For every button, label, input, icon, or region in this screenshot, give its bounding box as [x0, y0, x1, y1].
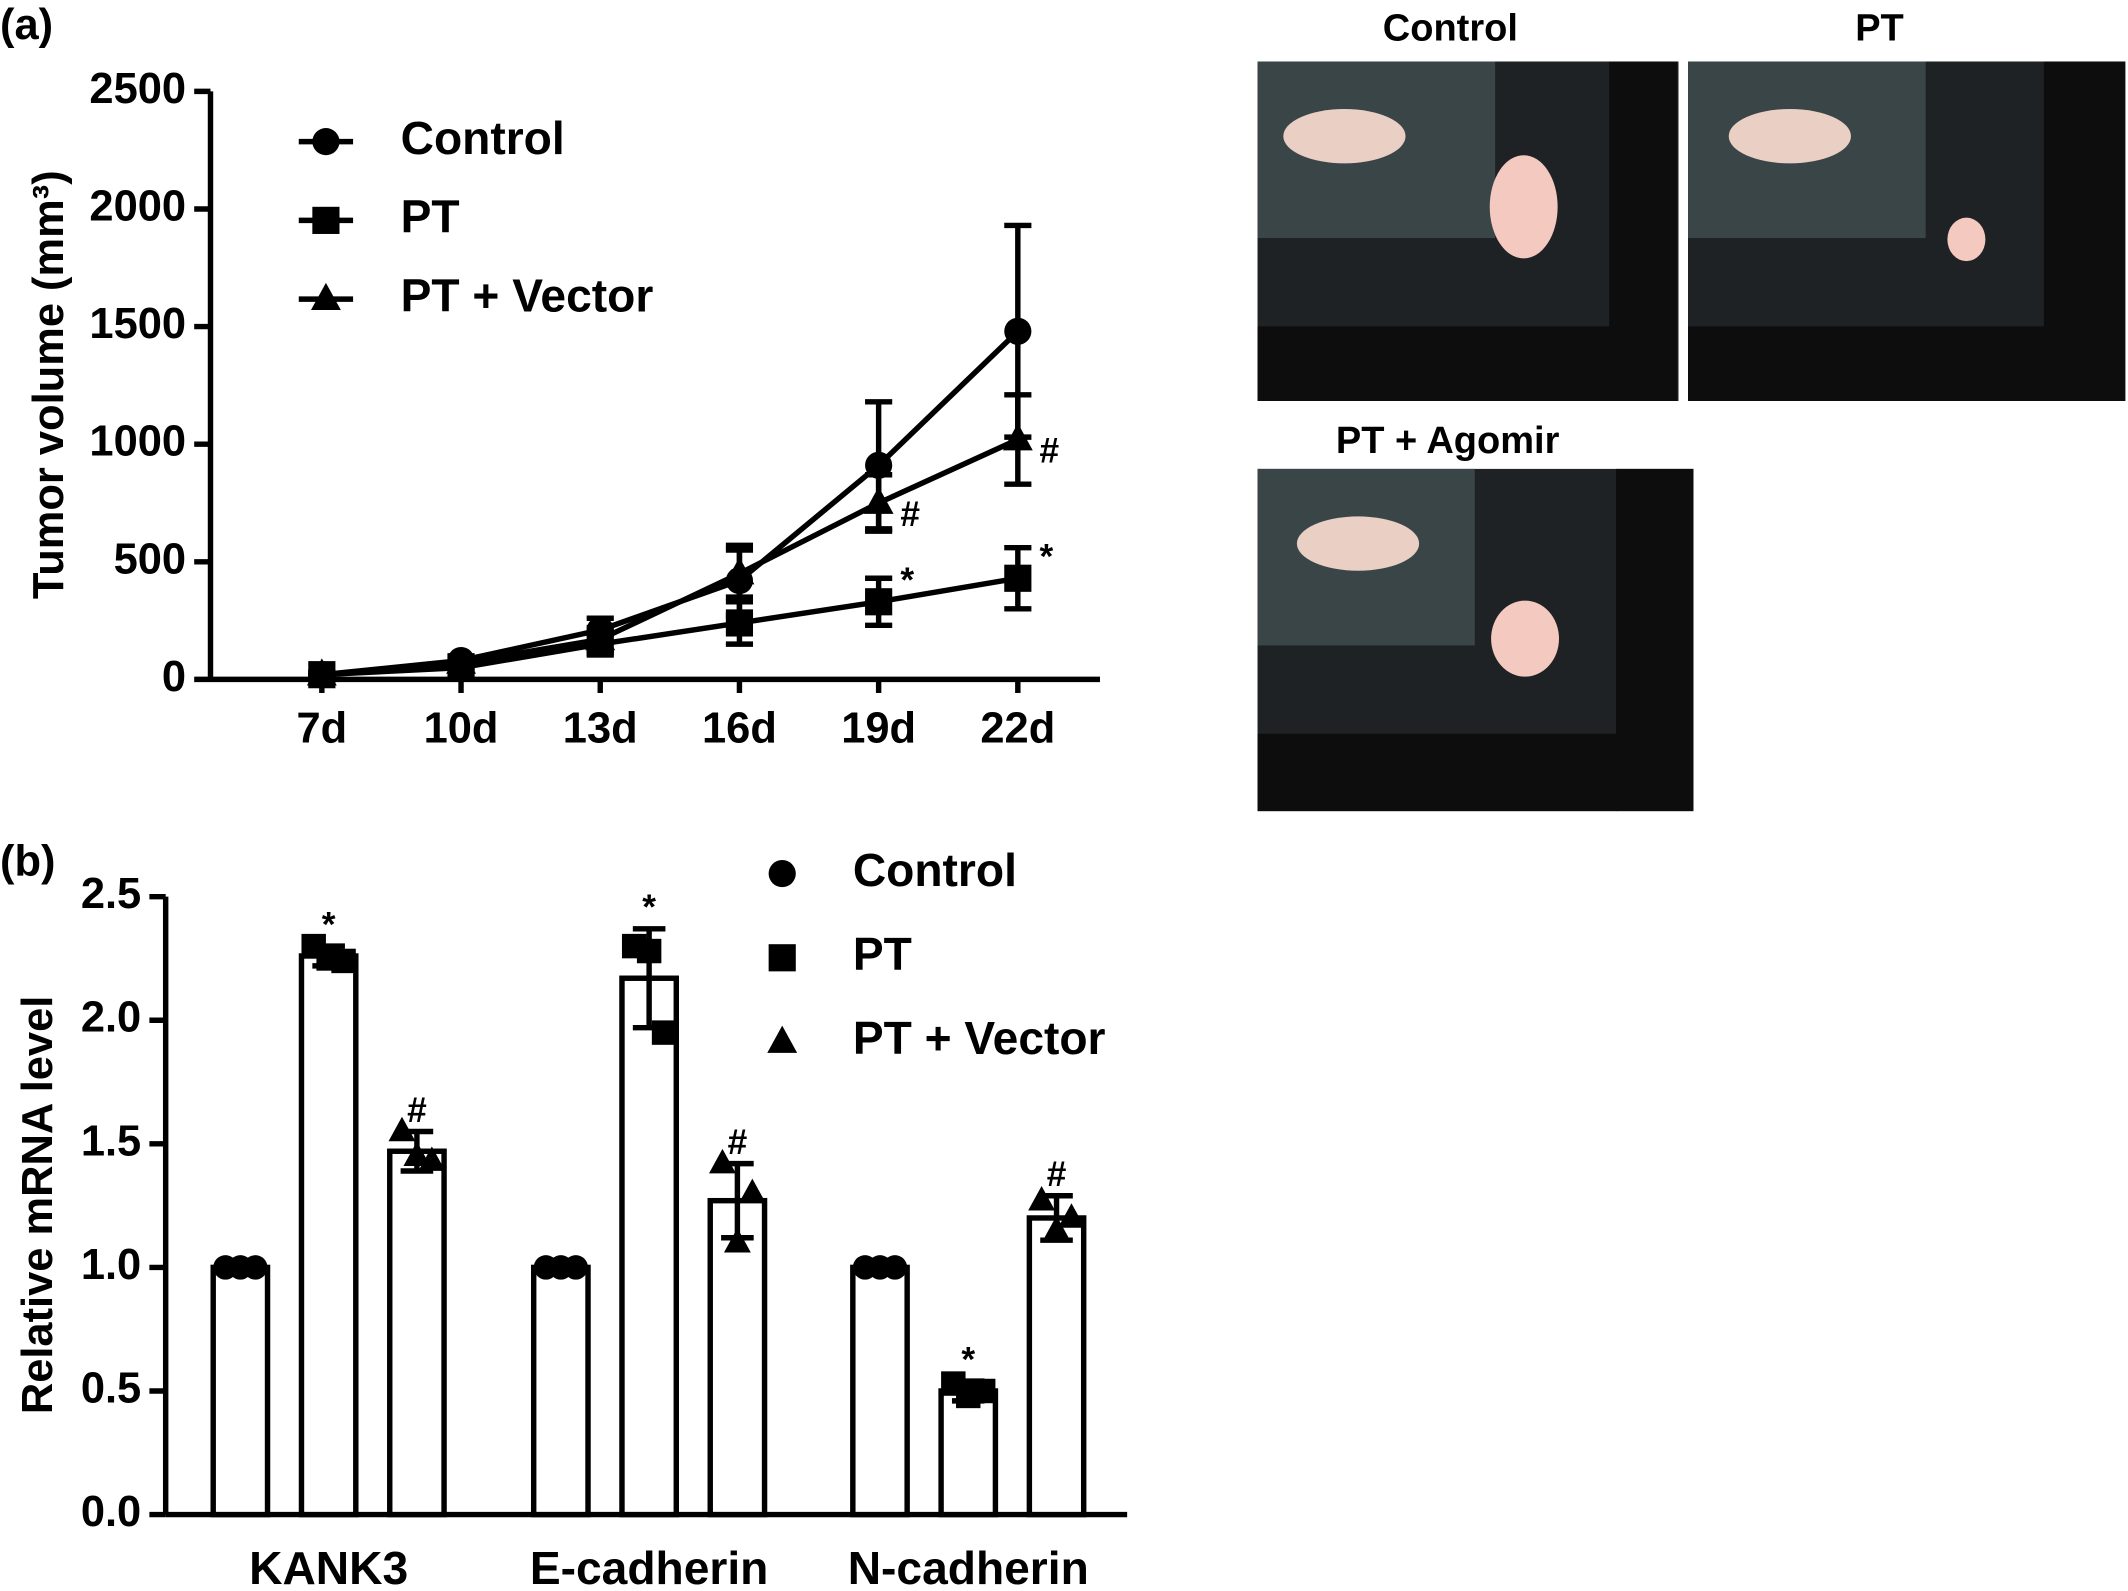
x-tick-label: 16d	[702, 704, 777, 752]
legend-label: Control	[853, 844, 1017, 896]
x-tick-label: 19d	[841, 704, 916, 752]
y-tick-label: 2500	[89, 65, 186, 113]
bar	[210, 1264, 271, 1518]
data-point	[1028, 1186, 1056, 1211]
x-tick-label: E-cadherin	[530, 1542, 769, 1591]
data-point	[651, 1020, 677, 1045]
bar	[298, 953, 359, 1518]
data-point	[1004, 564, 1032, 592]
legend-marker	[768, 860, 796, 888]
x-tick-label: 10d	[424, 704, 499, 752]
y-tick-label: 1500	[89, 300, 186, 348]
significance: #	[728, 1123, 748, 1162]
data-point	[863, 486, 894, 514]
panel-label: (a)	[0, 1, 53, 49]
data-point	[446, 646, 476, 674]
y-tick-label: 1.0	[81, 1241, 141, 1289]
y-axis-label: Relative mRNA level	[14, 996, 62, 1414]
x-tick-label: N-cadherin	[848, 1542, 1089, 1591]
data-point	[1058, 1203, 1085, 1228]
y-tick-label: 1.5	[81, 1117, 141, 1165]
photo-title: PT + Agomir	[1336, 420, 1560, 462]
x-tick-label: 22d	[980, 704, 1055, 752]
data-point	[970, 1378, 996, 1404]
y-tick-label: 0	[162, 653, 186, 701]
bar	[387, 1148, 447, 1518]
y-axis-label: Tumor volume (mm³)	[25, 170, 73, 599]
data-point	[403, 1141, 431, 1166]
data-point	[388, 1116, 416, 1142]
legend-marker	[312, 128, 340, 156]
data-point	[331, 948, 356, 974]
bar	[1026, 1215, 1087, 1518]
bar	[530, 1264, 591, 1518]
photo-title: Control	[1383, 7, 1518, 49]
significance: #	[1047, 1155, 1067, 1194]
legend-label: PT + Vector	[401, 269, 654, 321]
series-line	[321, 437, 1019, 678]
data-point	[865, 588, 893, 616]
y-tick-label: 2.5	[81, 870, 141, 918]
photo	[1257, 61, 1679, 401]
data-point	[724, 557, 755, 585]
bar	[938, 1388, 999, 1518]
data-point	[1002, 423, 1033, 451]
legend-marker	[312, 206, 340, 234]
significance: #	[1040, 431, 1060, 470]
y-tick-label: 1000	[89, 418, 186, 466]
significance: #	[900, 495, 920, 534]
bar	[619, 975, 680, 1518]
y-tick-label: 2000	[89, 182, 186, 230]
photo	[1257, 468, 1694, 812]
data-point	[418, 1146, 446, 1171]
legend-label: PT + Vector	[853, 1012, 1106, 1064]
legend-marker	[310, 282, 341, 311]
y-tick-label: 0.0	[81, 1488, 141, 1536]
data-point	[563, 1255, 589, 1280]
significance: *	[1040, 538, 1054, 577]
data-point	[306, 658, 337, 686]
photo	[1688, 61, 2126, 401]
data-point	[1043, 1215, 1070, 1241]
legend-label: PT	[853, 928, 912, 980]
data-point	[1004, 317, 1032, 345]
x-tick-label: 13d	[563, 704, 638, 752]
bar	[850, 1264, 910, 1518]
data-point	[585, 623, 616, 651]
data-point	[709, 1148, 736, 1174]
data-point	[723, 1228, 751, 1253]
photo-title: PT	[1855, 7, 1904, 49]
significance: *	[322, 905, 336, 944]
legend-label: Control	[401, 112, 565, 164]
panel-label: (b)	[0, 838, 55, 886]
significance: *	[961, 1340, 975, 1379]
significance: #	[407, 1091, 427, 1130]
data-point	[243, 1255, 268, 1280]
significance: *	[900, 561, 914, 600]
y-tick-label: 2.0	[81, 994, 141, 1042]
legend-marker	[767, 1025, 798, 1053]
bar	[707, 1197, 768, 1518]
data-point	[725, 609, 754, 637]
significance: *	[642, 888, 656, 927]
x-tick-label: 7d	[296, 704, 347, 752]
data-point	[636, 938, 662, 964]
data-point	[738, 1178, 766, 1204]
legend-label: PT	[401, 191, 460, 243]
y-tick-label: 500	[114, 535, 186, 583]
y-tick-label: 0.5	[81, 1364, 141, 1412]
legend-marker	[768, 944, 796, 972]
series-line	[321, 575, 1019, 678]
x-tick-label: KANK3	[249, 1542, 408, 1591]
data-point	[882, 1255, 908, 1280]
